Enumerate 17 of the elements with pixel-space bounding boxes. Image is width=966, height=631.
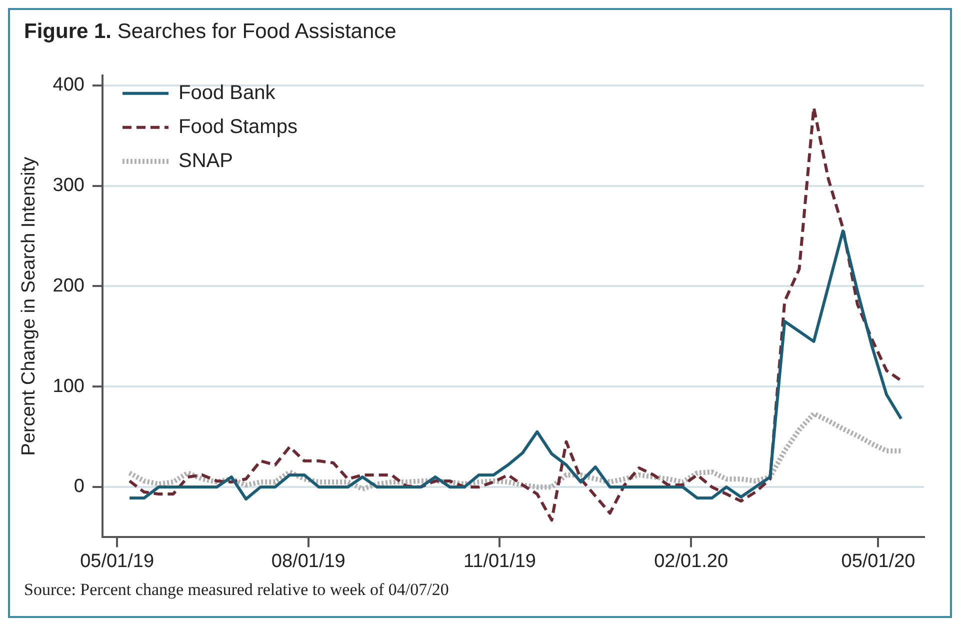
legend-label: SNAP [178,150,233,172]
x-tick-label: 02/01.20 [654,550,728,572]
x-tick-label: 05/01/20 [841,550,916,572]
y-tick-label: 100 [52,376,84,397]
y-tick-label: 0 [74,476,84,498]
y-tick-label: 400 [52,74,84,96]
y-tick-label: 200 [52,275,84,296]
x-tick-label: 05/01/19 [80,550,154,572]
x-tick-label: 11/01/19 [463,550,536,572]
chart-title: Figure 1. Searches for Food Assistance [23,19,398,45]
y-axis-title: Percent Change in Search Intensity [18,156,40,456]
line-series [128,106,903,522]
x-tick-label: 08/01/19 [271,550,346,572]
y-tick-label: 300 [52,175,84,196]
legend-label: Food Bank [178,82,276,104]
source-note: Source: Percent change measured relative to week of 04/07/20 [23,579,450,600]
legend-label: Food Stamps [178,116,298,138]
